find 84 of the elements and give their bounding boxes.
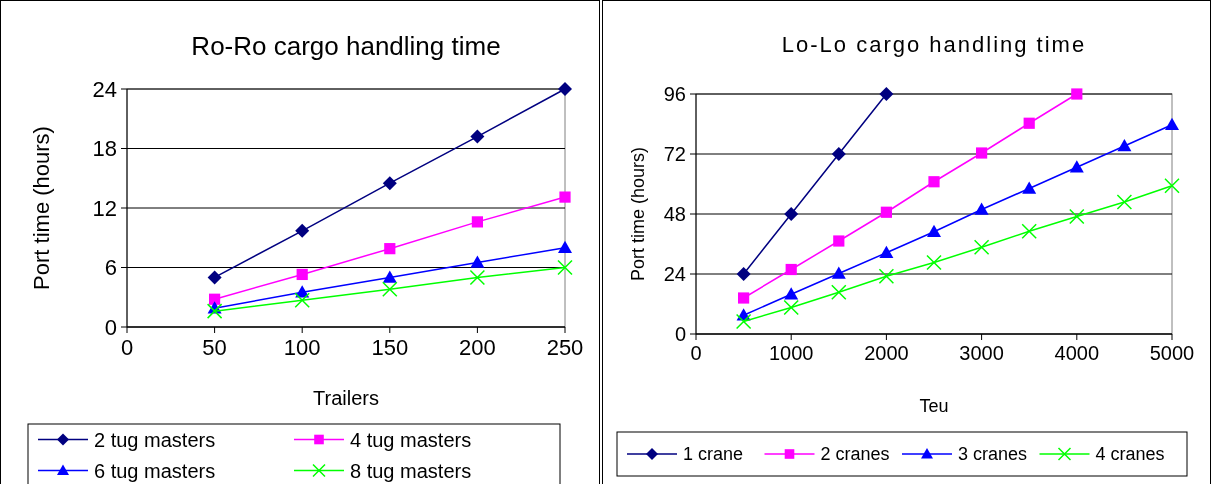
y-tick-label: 0 — [104, 314, 117, 340]
point — [1023, 117, 1035, 129]
point — [974, 202, 989, 215]
point — [1116, 194, 1133, 210]
point — [928, 176, 940, 188]
point — [738, 292, 750, 304]
x-tick-label: 150 — [371, 334, 409, 360]
x-tick-label: 5000 — [1149, 342, 1195, 364]
point — [1071, 88, 1083, 100]
point — [296, 268, 308, 281]
y-axis-title: Port time (hours) — [29, 126, 54, 290]
point — [736, 267, 751, 281]
point — [927, 224, 941, 237]
point — [976, 147, 988, 159]
point — [470, 129, 485, 144]
point — [833, 235, 845, 247]
point — [470, 255, 485, 268]
x-tick-label: 0 — [120, 334, 134, 360]
point — [879, 87, 894, 101]
y-tick-label: 6 — [104, 255, 117, 281]
chart-title: Ro-Ro cargo handling time — [191, 31, 501, 61]
point — [831, 266, 846, 279]
legend-label: 8 tug masters — [350, 459, 472, 482]
point — [1165, 117, 1179, 130]
point — [1021, 223, 1037, 239]
point — [878, 268, 895, 284]
legend-label: 1 crane — [683, 444, 744, 465]
y-tick-label: 96 — [663, 83, 686, 105]
legend-label: 4 cranes — [1095, 444, 1165, 465]
y-tick-label: 24 — [92, 76, 117, 102]
y-tick-label: 18 — [92, 136, 117, 162]
point — [880, 206, 892, 218]
x-tick-label: 1000 — [768, 342, 814, 364]
x-tick-label: 4000 — [1054, 342, 1100, 364]
point — [735, 313, 752, 330]
point — [784, 287, 799, 300]
point — [1022, 181, 1037, 194]
legend-label: 2 tug masters — [94, 428, 216, 451]
point — [382, 176, 397, 191]
point — [559, 191, 571, 203]
point — [209, 293, 221, 305]
point — [1164, 178, 1180, 194]
y-tick-label: 24 — [663, 263, 686, 285]
point — [294, 292, 310, 308]
x-tick-label: 3000 — [959, 342, 1004, 364]
point — [926, 254, 942, 271]
point — [206, 303, 223, 319]
point — [469, 269, 486, 286]
legend-label: 4 tug masters — [350, 428, 472, 451]
x-tick-label: 2000 — [864, 342, 909, 364]
point — [295, 223, 310, 238]
legend-label: 6 tug masters — [94, 459, 216, 482]
legend-label: 3 cranes — [958, 444, 1028, 465]
point — [785, 263, 797, 276]
point — [558, 240, 572, 253]
point — [382, 281, 398, 298]
x-tick-label: 200 — [459, 334, 496, 360]
point — [558, 82, 572, 96]
point — [973, 239, 990, 255]
point — [831, 284, 847, 300]
x-axis-title: Teu — [919, 396, 949, 416]
x-tick-label: 100 — [283, 334, 321, 360]
point — [831, 147, 846, 161]
y-tick-label: 12 — [92, 195, 117, 221]
y-tick-label: 48 — [663, 203, 686, 225]
legend-label: 2 cranes — [820, 444, 890, 465]
x-axis-title: Trailers — [313, 387, 379, 409]
point — [557, 259, 573, 276]
point — [784, 207, 799, 221]
point — [384, 243, 396, 255]
point — [471, 216, 483, 228]
point — [783, 299, 799, 316]
point — [207, 270, 222, 285]
chart-title: Lo-Lo cargo handling time — [781, 32, 1087, 57]
y-tick-label: 72 — [663, 143, 686, 165]
x-tick-label: 50 — [202, 334, 227, 360]
y-axis-title: Port time (hours) — [628, 146, 648, 282]
point — [879, 245, 894, 258]
point — [382, 270, 397, 283]
x-tick-label: 0 — [690, 342, 702, 364]
x-tick-label: 250 — [546, 334, 584, 360]
point — [1069, 160, 1084, 173]
point — [1069, 208, 1085, 225]
point — [1117, 139, 1132, 152]
